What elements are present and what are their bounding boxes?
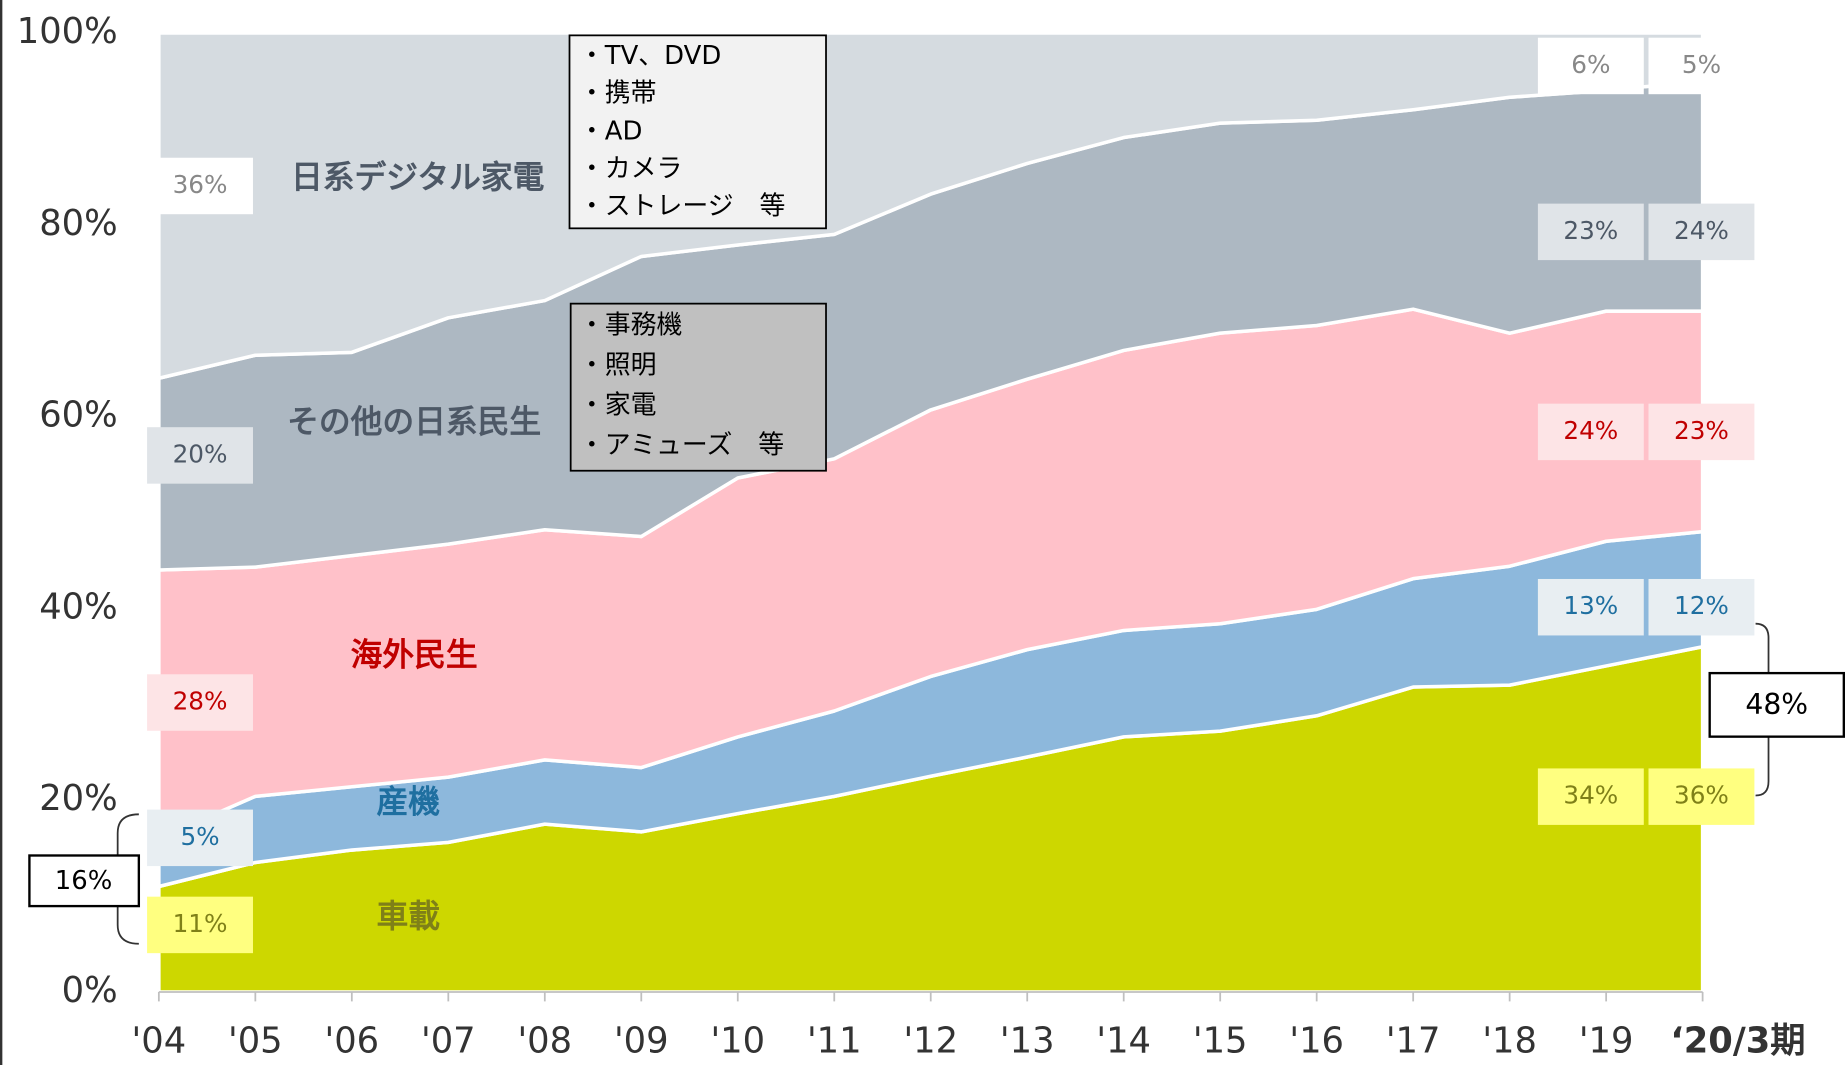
- annotation-box: [1708, 671, 1845, 738]
- value-label: 20%: [173, 439, 228, 468]
- value-label-box: [147, 674, 253, 731]
- value-label: 23%: [1674, 416, 1729, 445]
- y-tick-label: 100%: [17, 11, 118, 52]
- bracket: [1755, 622, 1770, 797]
- value-label-box: [147, 809, 253, 867]
- callout-item: ・アミューズ 等: [579, 431, 784, 461]
- callout-item: ・携帯: [579, 79, 657, 109]
- x-tick-label: '19: [1579, 1021, 1634, 1062]
- value-label-box: [1648, 403, 1755, 461]
- areas: [157, 31, 1705, 994]
- value-label-box: [1537, 203, 1644, 261]
- x-tick-label: '13: [1000, 1021, 1055, 1062]
- value-label-box: [147, 896, 253, 954]
- x-tick-label: '04: [132, 1021, 187, 1062]
- annotation: 48%: [1745, 688, 1808, 721]
- series-label: 産機: [377, 785, 441, 821]
- series-label: 海外民生: [351, 638, 478, 674]
- callout-item: ・カメラ: [579, 154, 683, 184]
- value-label-box: [1648, 37, 1755, 95]
- value-label-box: [1537, 403, 1644, 461]
- value-label-box: [1537, 578, 1644, 636]
- x-tick-label: '15: [1193, 1021, 1248, 1062]
- x-tick-label: '09: [614, 1021, 669, 1062]
- x-tick-label: '06: [325, 1021, 380, 1062]
- value-label-box: [147, 427, 253, 484]
- callout-item: ・ストレージ 等: [579, 192, 785, 222]
- callout-item: ・家電: [579, 391, 657, 421]
- value-label: 24%: [1674, 216, 1729, 245]
- callout-item: ・AD: [579, 116, 642, 146]
- value-label-box: [1537, 768, 1644, 825]
- value-label: 5%: [180, 822, 219, 851]
- value-label: 5%: [1682, 50, 1721, 79]
- y-tick-label: 0%: [62, 970, 118, 1011]
- value-label-box: [147, 157, 253, 215]
- value-label-box: [1648, 203, 1755, 261]
- value-label: 36%: [173, 170, 228, 199]
- value-label: 34%: [1563, 781, 1618, 810]
- labels: 車載 産機 海外民生 その他の日系民生 日系デジタル家電 11% 34% 36% 5% 13% 12…: [147, 37, 1755, 954]
- x-tick-label: '11: [807, 1021, 862, 1062]
- y-tick-label: 40%: [39, 586, 117, 627]
- series-label: その他の日系民生: [287, 405, 541, 441]
- value-label: 13%: [1563, 591, 1618, 620]
- y-tick-label: 20%: [39, 778, 117, 819]
- annotation-box: [28, 854, 141, 908]
- y-tick-label: 60%: [39, 395, 117, 436]
- x-tick-label: '12: [903, 1021, 958, 1062]
- value-label: 12%: [1674, 591, 1729, 620]
- value-label-box: [1648, 578, 1755, 636]
- y-tick-label: 80%: [39, 203, 117, 244]
- x-tick-label: '17: [1386, 1021, 1441, 1062]
- value-label: 11%: [173, 909, 228, 938]
- value-label-box: [1648, 768, 1755, 825]
- x-tick-label: '16: [1289, 1021, 1344, 1062]
- x-tick-label: '10: [710, 1021, 765, 1062]
- callout-item: ・照明: [579, 351, 657, 381]
- x-tick-label: '08: [517, 1021, 572, 1062]
- x-tick-label: '14: [1096, 1021, 1151, 1062]
- x-tick-label: '07: [421, 1021, 476, 1062]
- value-label: 28%: [173, 687, 228, 716]
- value-label: 24%: [1563, 416, 1618, 445]
- callout-box: [569, 302, 827, 472]
- value-label-box: [1537, 37, 1644, 95]
- callout-item: ・事務機: [579, 310, 683, 340]
- value-label: 36%: [1674, 781, 1729, 810]
- series-label: 日系デジタル家電: [291, 159, 545, 196]
- annotation: 16%: [55, 866, 113, 896]
- series-label: 車載: [377, 899, 441, 935]
- x-tick-label: ‘20/3期: [1670, 1021, 1805, 1062]
- callout-box: [568, 34, 827, 230]
- value-label: 23%: [1563, 216, 1618, 245]
- value-label: 6%: [1571, 50, 1610, 79]
- callout-item: ・TV、DVD: [579, 41, 721, 71]
- x-tick-label: '05: [228, 1021, 283, 1062]
- x-tick-label: '18: [1482, 1021, 1537, 1062]
